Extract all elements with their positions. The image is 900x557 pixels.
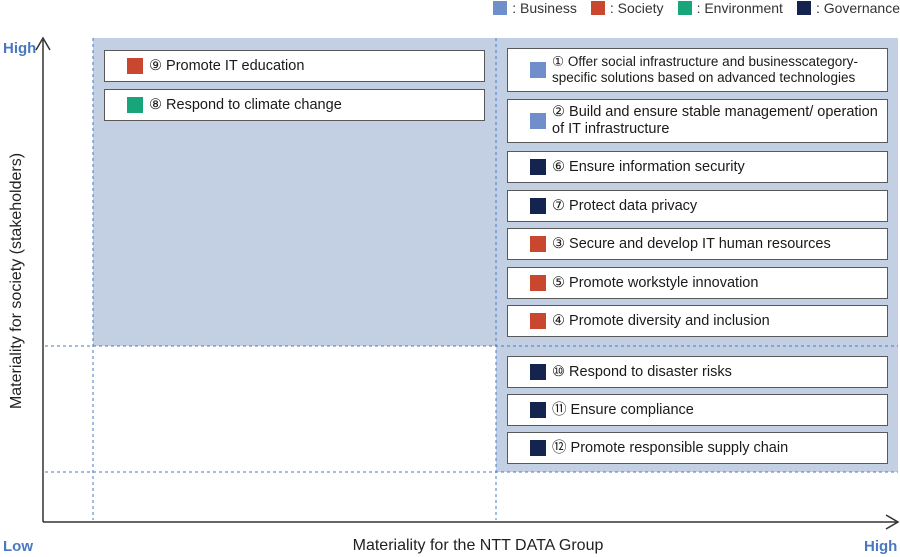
materiality-item-4: ④ Promote diversity and inclusion	[507, 305, 888, 337]
legend-label-governance: : Governance	[815, 0, 900, 16]
materiality-item-6: ⑥ Ensure information security	[507, 151, 888, 183]
legend-label-business: : Business	[512, 0, 577, 16]
materiality-item-9: ⑨ Promote IT education	[104, 50, 485, 82]
materiality-item-7: ⑦ Protect data privacy	[507, 190, 888, 222]
materiality-item-2: ② Build and ensure stable management/ op…	[507, 99, 888, 143]
legend-item-business: : Business	[493, 0, 577, 16]
category-square-icon	[530, 62, 546, 78]
legend-swatch-governance	[796, 1, 811, 15]
y-axis-title: Materiality for society (stakeholders)	[8, 152, 25, 410]
category-square-icon	[127, 58, 143, 74]
legend-item-society: : Society	[590, 0, 664, 16]
materiality-item-1: ① Offer social infrastructure and busine…	[507, 48, 888, 92]
category-square-icon	[127, 97, 143, 113]
materiality-item-8: ⑧ Respond to climate change	[104, 89, 485, 121]
category-square-icon	[530, 198, 546, 214]
legend-label-environment: : Environment	[696, 0, 783, 16]
item-label: ② Build and ensure stable management/ op…	[552, 104, 878, 137]
item-label: ⑧ Respond to climate change	[149, 96, 342, 113]
item-label: ⑨ Promote IT education	[149, 57, 305, 74]
materiality-item-5: ⑤ Promote workstyle innovation	[507, 267, 888, 299]
category-square-icon	[530, 402, 546, 418]
category-square-icon	[530, 113, 546, 129]
legend-label-society: : Society	[609, 0, 664, 16]
materiality-item-10: ⑩ Respond to disaster risks	[507, 356, 888, 388]
item-label: ⑥ Ensure information security	[552, 158, 745, 175]
materiality-item-12: ⑫ Promote responsible supply chain	[507, 432, 888, 464]
y-axis-arrow	[35, 36, 51, 51]
materiality-item-3: ③ Secure and develop IT human resources	[507, 228, 888, 260]
legend: : Business : Society : Environment : Gov…	[479, 0, 900, 16]
item-label: ⑤ Promote workstyle innovation	[552, 274, 759, 291]
materiality-item-11: ⑪ Ensure compliance	[507, 394, 888, 426]
item-label: ③ Secure and develop IT human resources	[552, 235, 831, 252]
category-square-icon	[530, 440, 546, 456]
legend-swatch-environment	[677, 1, 692, 15]
category-square-icon	[530, 275, 546, 291]
legend-item-governance: : Governance	[796, 0, 900, 16]
x-axis-arrow	[885, 514, 900, 530]
legend-swatch-business	[493, 1, 508, 15]
legend-item-environment: : Environment	[677, 0, 783, 16]
x-axis-low-label: Low	[3, 538, 33, 555]
y-axis-high-label: High	[3, 40, 37, 57]
item-label: ⑪ Ensure compliance	[552, 401, 694, 418]
x-axis-high-label: High	[864, 538, 898, 555]
item-label: ⑩ Respond to disaster risks	[552, 363, 732, 380]
category-square-icon	[530, 159, 546, 175]
item-label: ④ Promote diversity and inclusion	[552, 312, 770, 329]
item-label: ⑫ Promote responsible supply chain	[552, 439, 789, 456]
legend-swatch-society	[590, 1, 605, 15]
item-label: ① Offer social infrastructure and busine…	[552, 54, 859, 85]
x-axis-title: Materiality for the NTT DATA Group	[352, 537, 604, 554]
category-square-icon	[530, 364, 546, 380]
category-square-icon	[530, 313, 546, 329]
category-square-icon	[530, 236, 546, 252]
item-label: ⑦ Protect data privacy	[552, 197, 698, 214]
